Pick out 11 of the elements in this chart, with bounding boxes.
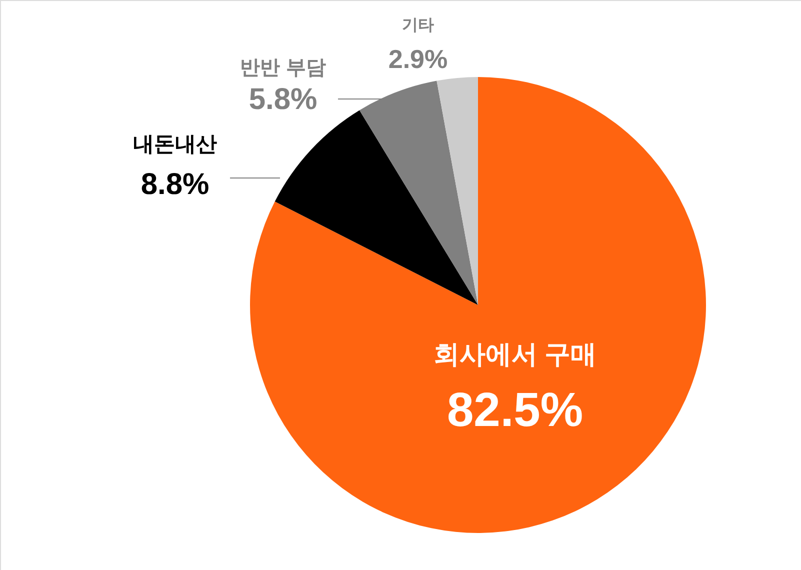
data-label: 8.8%: [140, 168, 210, 201]
data-label: 5.8%: [248, 83, 318, 116]
slice-label: 회사에서 구매: [433, 339, 597, 369]
slice-label: 반반 부담: [240, 57, 326, 79]
pie-slice: [250, 77, 706, 533]
pie-slice: [274, 110, 478, 305]
data-label: 2.9%: [388, 44, 448, 74]
pie-slice: [436, 77, 478, 305]
data-label: 82.5%: [446, 384, 584, 437]
slice-label: 내돈내산: [133, 133, 217, 156]
slice-label: 기타: [402, 17, 434, 34]
